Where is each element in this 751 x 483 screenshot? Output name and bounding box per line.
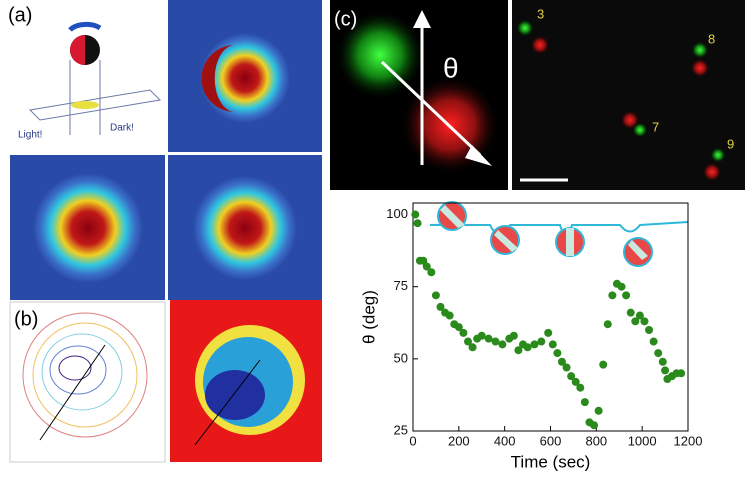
- x-tick-label: 400: [494, 433, 516, 448]
- data-point: [640, 317, 649, 326]
- data-point: [626, 308, 635, 317]
- data-point: [557, 357, 566, 366]
- data-point: [477, 331, 486, 340]
- sphere-icons: [437, 201, 653, 267]
- crescent: [201, 45, 235, 112]
- data-point: [537, 337, 546, 346]
- y-tick-label: 50: [394, 350, 408, 365]
- particle-label: 9: [727, 136, 734, 151]
- arrowhead: [413, 10, 431, 28]
- particle-label: 3: [537, 6, 544, 21]
- data-point: [484, 334, 493, 343]
- data-point: [654, 349, 663, 358]
- data-point: [509, 331, 518, 340]
- data-point: [498, 340, 507, 349]
- data-point: [459, 328, 468, 337]
- y-axis-label: θ (deg): [359, 290, 378, 344]
- x-tick-label: 1200: [674, 433, 703, 448]
- rotation-arrow: [68, 21, 102, 32]
- data-point: [658, 357, 667, 366]
- data-point: [431, 291, 440, 300]
- panel-label: (c): [334, 8, 357, 30]
- data-point: [530, 340, 539, 349]
- data-point: [567, 372, 576, 381]
- plot-frame: [412, 202, 689, 432]
- data-point: [445, 311, 454, 320]
- data-point: [413, 219, 422, 228]
- green-half: [335, 10, 425, 100]
- y-tick-label: 75: [394, 278, 408, 293]
- y-tick-label: 100: [386, 206, 408, 221]
- data-point: [411, 210, 420, 219]
- label: Dark!: [110, 123, 134, 134]
- data-point: [661, 366, 670, 375]
- x-tick-label: 0: [409, 433, 416, 448]
- data-point: [422, 262, 431, 271]
- orientation-arrow: [380, 60, 482, 157]
- data-point: [645, 325, 654, 334]
- data-point: [622, 291, 631, 300]
- particles: [516, 19, 726, 182]
- data-point: [617, 282, 626, 291]
- data-point: [464, 337, 472, 346]
- heatmap-spot: [193, 176, 297, 280]
- axis-line: [39, 344, 106, 441]
- angle-label: θ: [443, 52, 459, 83]
- data-point: [544, 328, 553, 337]
- plane: [28, 89, 162, 121]
- x-axis-label: Time (sec): [511, 452, 591, 471]
- data-point: [454, 323, 463, 332]
- data-point: [427, 268, 436, 277]
- data-point: [603, 320, 612, 329]
- heatmap-spot: [33, 173, 143, 283]
- data-point: [562, 363, 571, 372]
- data-point: [608, 291, 617, 300]
- contour-bg: [9, 301, 166, 463]
- data-point: [635, 311, 644, 320]
- data-point: [649, 337, 658, 346]
- data-point: [594, 406, 603, 415]
- data-point: [580, 398, 589, 407]
- data-point: [523, 343, 532, 352]
- data-point: [677, 369, 686, 378]
- data-point: [553, 349, 562, 358]
- data-point: [419, 256, 428, 265]
- data-point: [576, 383, 585, 392]
- heatmap-dark: [205, 370, 265, 420]
- data-point: [590, 421, 599, 430]
- janus-half: [70, 35, 85, 65]
- x-tick-label: 200: [448, 433, 470, 448]
- x-tick-label: 1000: [628, 433, 657, 448]
- axis-line: [194, 359, 261, 446]
- panel-label: (a): [8, 4, 32, 26]
- data-point: [491, 337, 500, 346]
- panel-label: (b): [14, 308, 38, 330]
- particle-label: 8: [708, 31, 715, 46]
- particle-label: 7: [652, 119, 659, 134]
- label: Light!: [18, 130, 42, 141]
- contours: [22, 312, 148, 438]
- arrowhead: [465, 145, 492, 166]
- micrograph: [512, 0, 745, 190]
- data-point: [468, 343, 477, 352]
- data-point: [599, 360, 608, 369]
- spot: [71, 101, 99, 109]
- heatmap-spot: [200, 33, 290, 123]
- x-tick-label: 800: [585, 433, 607, 448]
- x-tick-label: 600: [540, 433, 562, 448]
- data-point: [571, 377, 580, 386]
- data-point: [548, 340, 557, 349]
- data-point: [436, 302, 445, 311]
- y-tick-label: 25: [394, 422, 408, 437]
- data-point: [514, 346, 523, 355]
- data-point: [631, 317, 640, 326]
